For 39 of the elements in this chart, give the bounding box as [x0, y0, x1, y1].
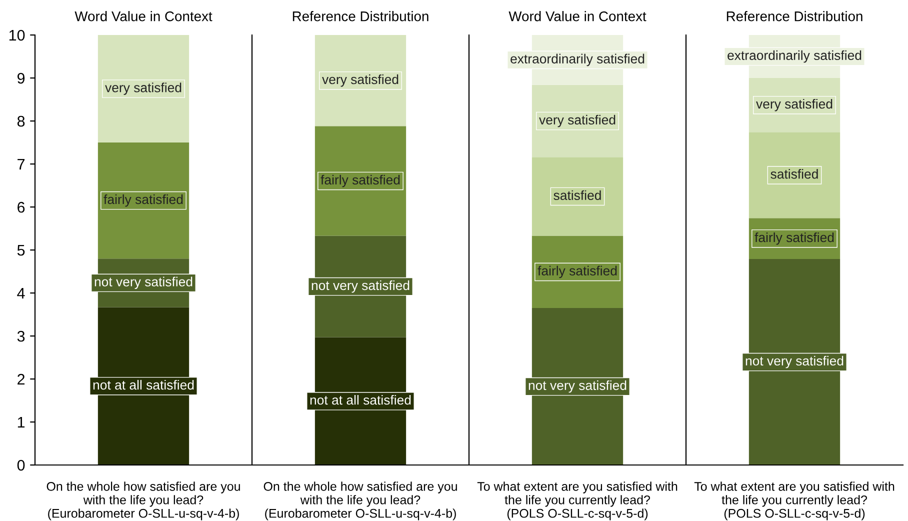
series-label: not at all satisfied: [310, 394, 411, 405]
y-tick-label: 1: [18, 417, 25, 428]
series-label: not at all satisfied: [93, 380, 194, 390]
y-tick-label: 9: [18, 72, 25, 84]
series-label: not very satisfied: [528, 380, 626, 393]
series-label: very satisfied: [756, 98, 832, 112]
series-label: fairly satisfied: [320, 174, 400, 188]
series-label: extraordinarily satisfied: [510, 54, 644, 66]
series-label: very satisfied: [539, 114, 616, 128]
series-label: extraordinarily satisfied: [728, 50, 862, 63]
y-tick-label: 2: [18, 374, 25, 385]
bar: [748, 132, 840, 218]
chart-title: Reference Distribution: [726, 11, 862, 22]
x-tick-label: To what extent are you satisfied with the life you currently lead? (POLS O-SLL-c-sq-v-5-d): [477, 482, 678, 520]
series-label: not very satisfied: [746, 356, 844, 368]
series-label: not very satisfied: [94, 276, 192, 290]
y-tick-label: 7: [18, 159, 25, 170]
series-label: fairly satisfied: [538, 266, 617, 278]
x-tick-label: On the whole how satisfied are you with the life you lead? (Eurobarometer O-SLL-u-sq-v-4-b): [264, 482, 457, 520]
x-tick-label: To what extent are you satisfied with the life you currently lead? (POLS O-SLL-c-sq-v-5-d): [694, 482, 894, 520]
series-label: fairly satisfied: [104, 194, 183, 207]
y-tick-label: 8: [17, 116, 25, 127]
series-label: fairly satisfied: [754, 232, 834, 245]
y-tick-label: 10: [9, 30, 25, 41]
chart-title: Word Value in Context: [74, 11, 212, 22]
y-tick-label: 6: [18, 202, 25, 213]
series-label: satisfied: [770, 169, 818, 179]
chart-title: Word Value in Context: [508, 11, 646, 22]
chart-title: Reference Distribution: [292, 11, 428, 22]
y-tick-label: 3: [17, 330, 25, 342]
series-label: very satisfied: [322, 74, 398, 87]
bar: [532, 157, 624, 236]
series-label: satisfied: [554, 190, 601, 200]
series-label: very satisfied: [105, 82, 182, 95]
series-label: not very satisfied: [312, 280, 410, 293]
y-tick-label: 0: [17, 460, 25, 471]
x-tick-label: On the whole how satisfied are you with the life you lead? (Eurobarometer O-SLL-u-sq-v-4-b): [46, 482, 240, 520]
y-tick-label: 4: [17, 288, 25, 299]
y-tick-label: 5: [17, 245, 25, 256]
